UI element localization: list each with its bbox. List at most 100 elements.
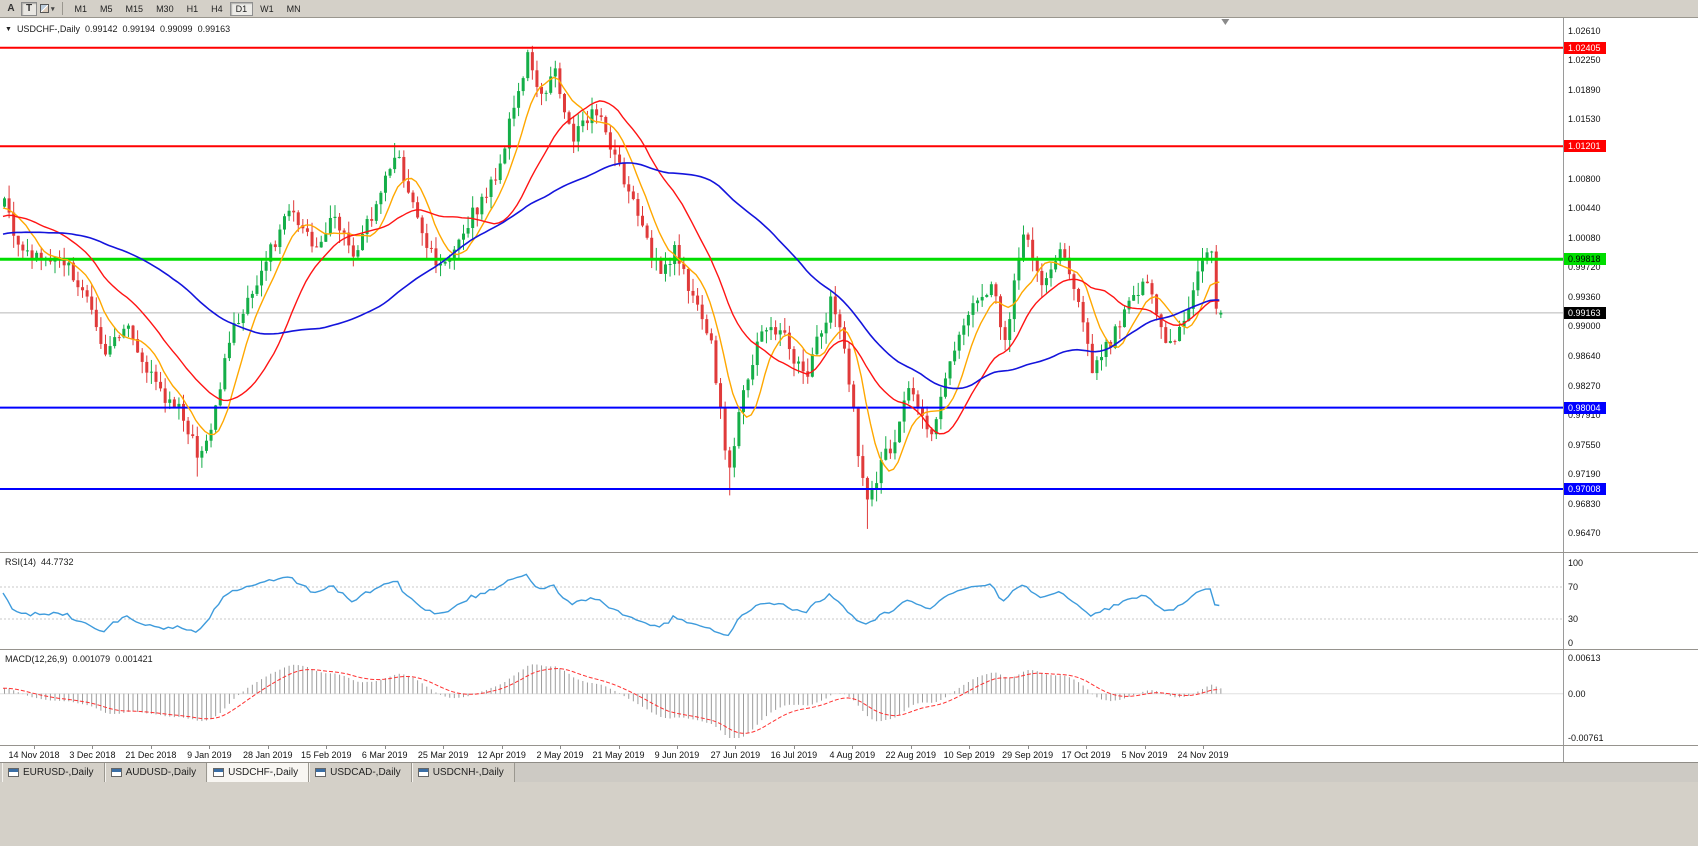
date-label: 25 Mar 2019 (417, 750, 469, 760)
rsi-tick: 70 (1568, 582, 1579, 592)
timeframe-m1-button[interactable]: M1 (74, 3, 88, 14)
timeframe-m15-button[interactable]: M15 (125, 3, 144, 14)
rsi-value: 44.7732 (41, 557, 74, 567)
timeframe-m5-button[interactable]: M5 (100, 3, 113, 14)
timeframe-mn-button[interactable]: MN (286, 3, 301, 14)
price-tick: 1.00800 (1568, 173, 1601, 184)
date-tick-mark (676, 746, 678, 749)
macd-tick: 0.00613 (1568, 653, 1601, 663)
date-label: 9 Jun 2019 (654, 750, 700, 760)
price-tick: 1.02610 (1568, 26, 1601, 36)
current-price-label: 0.99163 (1564, 306, 1606, 319)
price-tick: 1.00080 (1568, 232, 1601, 243)
date-tick-mark (501, 746, 503, 749)
rsi-plot[interactable] (0, 553, 1563, 649)
macd-scale[interactable]: 0.00613 0.00 -0.00761 (1564, 650, 1698, 745)
support-resistance-lines (0, 46, 1563, 491)
timeframe-d1-button[interactable]: D1 (229, 1, 254, 16)
chart-shift-marker (1221, 19, 1230, 25)
macd-label: MACD(12,26,9) 0.001079 0.001421 (5, 654, 153, 664)
timeframe-h1-button[interactable]: H1 (186, 3, 199, 14)
price-tick: 0.99720 (1568, 262, 1601, 273)
date-tick-mark (618, 746, 620, 749)
chart-tab-usdcad[interactable]: USDCAD-,Daily (309, 763, 412, 782)
date-label: 14 Nov 2018 (8, 750, 60, 760)
tool-t-button[interactable]: T (21, 1, 37, 16)
macd-plot[interactable] (0, 650, 1563, 745)
macd-value-main: 0.001079 (72, 654, 111, 664)
price-tick: 0.96470 (1568, 528, 1601, 538)
macd-name: MACD(12,26,9) (5, 654, 68, 664)
timeframe-m30-button[interactable]: M30 (156, 3, 174, 14)
mini-chart-icon (315, 768, 327, 777)
chart-tab-audusd[interactable]: AUDUSD-,Daily (104, 763, 208, 782)
mini-chart-icon (213, 768, 225, 777)
date-label: 21 May 2019 (592, 750, 645, 760)
price-tick: 0.98640 (1568, 350, 1601, 361)
rsi-axis-divider (1563, 553, 1564, 649)
rsi-name: RSI(14) (5, 557, 37, 567)
date-label: 4 Aug 2019 (829, 750, 876, 760)
date-tick-mark (443, 746, 445, 749)
price-tick: 0.99000 (1568, 321, 1601, 332)
level-price-label: 1.02405 (1564, 41, 1606, 54)
level-price-label: 1.01201 (1564, 140, 1606, 153)
date-tick-mark (34, 746, 35, 749)
date-tick-mark (326, 746, 328, 749)
tab-label: USDCAD-,Daily (330, 767, 401, 778)
chart-tab-eurusd[interactable]: EURUSD-,Daily (2, 763, 105, 782)
date-label: 22 Aug 2019 (885, 750, 937, 760)
tab-label: USDCHF-,Daily (228, 767, 299, 778)
time-axis-divider (1563, 746, 1564, 762)
date-label: 15 Feb 2019 (300, 750, 352, 760)
date-tick-mark (384, 746, 386, 749)
date-label: 3 Dec 2018 (69, 750, 116, 760)
rsi-tick: 0 (1568, 638, 1574, 648)
date-tick-mark (852, 746, 854, 749)
level-price-label: 0.99818 (1564, 253, 1606, 266)
date-tick-mark (560, 746, 562, 749)
price-tick: 1.02250 (1568, 55, 1601, 66)
date-label: 29 Sep 2019 (1002, 750, 1054, 760)
level-price-label: 0.98004 (1564, 401, 1606, 414)
chart-tab-usdcnh[interactable]: USDCNH-,Daily (411, 763, 515, 782)
ohlc-open: 0.99142 (84, 24, 118, 34)
date-label: 24 Nov 2019 (1177, 750, 1229, 760)
top-toolbar: A T ▾ M1 M5 M15 M30 H1 H4 D1 W1 MN (0, 0, 1698, 18)
macd-axis-divider (1563, 650, 1564, 745)
date-tick-mark (1144, 746, 1146, 749)
window-bottom-area (0, 782, 1698, 846)
price-tick: 1.01890 (1568, 84, 1601, 95)
ohlc-low: 0.99099 (160, 24, 193, 34)
chart-tab-usdchf[interactable]: USDCHF-,Daily (207, 763, 310, 782)
mini-chart-icon (8, 768, 19, 777)
date-tick-mark (150, 746, 152, 749)
main-chart-plot[interactable] (0, 18, 1563, 552)
panel-divider (0, 552, 1698, 553)
date-tick-mark (267, 746, 269, 749)
time-axis[interactable]: 14 Nov 2018 3 Dec 2018 21 Dec 2018 9 Jan 20… (0, 745, 1698, 762)
tab-label: AUDUSD-,Daily (125, 767, 197, 778)
timeframe-h4-button[interactable]: H4 (211, 3, 223, 14)
price-scale[interactable]: 1.02610 1.02250 1.01890 1.01530 1.00800 1.004… (1564, 18, 1698, 552)
date-tick-mark (209, 746, 211, 749)
macd-value-signal: 0.001421 (115, 654, 153, 664)
date-label: 9 Jan 2019 (187, 750, 232, 760)
panel-divider (0, 649, 1698, 650)
rsi-scale[interactable]: 100 70 30 0 (1564, 553, 1698, 649)
tool-a-button[interactable]: A (7, 3, 15, 14)
shapes-dropdown-button[interactable]: ▾ (39, 2, 56, 16)
collapse-triangle-icon[interactable]: ▼ (5, 25, 12, 33)
date-label: 6 Mar 2019 (361, 750, 408, 760)
macd-tick: -0.00761 (1568, 733, 1604, 743)
date-tick-mark (793, 746, 795, 749)
price-tick: 1.01530 (1568, 114, 1601, 125)
candlesticks (3, 45, 1223, 529)
timeframe-w1-button[interactable]: W1 (260, 3, 274, 14)
date-label: 2 May 2019 (536, 750, 584, 760)
date-label: 12 Apr 2019 (477, 750, 526, 760)
symbol-period-label: USDCHF-,Daily (16, 24, 80, 34)
rsi-line (2, 573, 1220, 637)
date-label: 16 Jul 2019 (770, 750, 818, 760)
